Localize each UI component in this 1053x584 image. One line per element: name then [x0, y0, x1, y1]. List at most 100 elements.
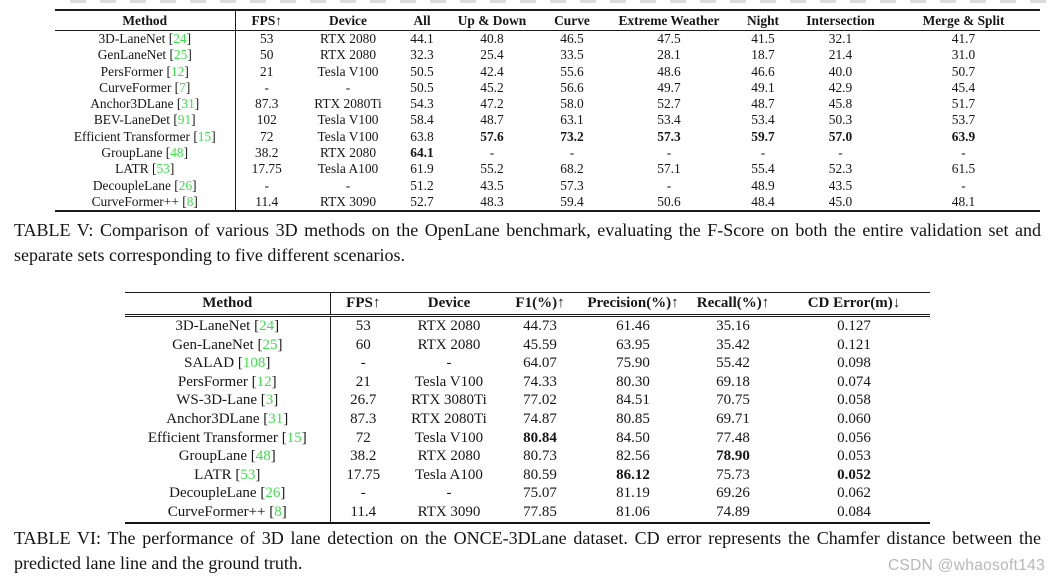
method-name: 3D-LaneNet — [175, 318, 251, 334]
table-row: 3D-LaneNet [24] 53 RTX 2080 44.73 61.46 35.16… — [125, 315, 930, 336]
column-header: Method — [125, 292, 331, 317]
table-cell: - — [446, 355, 452, 372]
method-name: LATR — [194, 466, 232, 483]
table-cell: 84.50 — [616, 429, 650, 446]
method-cell: PersFormer [12] — [125, 372, 331, 392]
table-cell: 56.6 — [560, 79, 584, 95]
table-cell: - — [345, 79, 351, 95]
table-cell: RTX 3090 — [396, 502, 502, 524]
citation-link[interactable]: 8 — [186, 193, 194, 209]
table-cell: 84.51 — [616, 392, 650, 409]
citation-link[interactable]: 48 — [170, 145, 184, 161]
table-cell: 46.6 — [751, 63, 775, 79]
citation-link[interactable]: 15 — [286, 429, 302, 446]
table-cell: 26.7 — [350, 392, 377, 409]
citation-link[interactable]: 31 — [181, 96, 195, 112]
table-cell: Tesla V100 — [414, 373, 484, 390]
citation-link[interactable]: 24 — [173, 31, 187, 46]
table-row: WS-3D-Lane [3] 26.7 RTX 3080Ti 77.02 84.51 70… — [125, 391, 930, 410]
table-cell: 11.4 — [235, 193, 298, 213]
table-cell: 32.1 — [828, 31, 853, 46]
citation-link[interactable]: 48 — [255, 448, 271, 465]
table-cell: 80.84 — [523, 429, 557, 446]
table-cell: 60 — [355, 336, 371, 353]
watermark-text: CSDN @whaosoft143 — [888, 557, 1045, 574]
table-cell: RTX 2080Ti — [411, 410, 487, 427]
table-cell: 0.056 — [837, 429, 871, 446]
table-cell: 77.85 — [502, 502, 578, 524]
citation-link[interactable]: 24 — [259, 318, 275, 334]
table-cell: 61.9 — [410, 161, 434, 177]
table-cell: 53 — [355, 318, 371, 334]
column-header: Curve — [538, 9, 606, 31]
citation-link[interactable]: 12 — [170, 63, 185, 79]
table-cell: RTX 2080 — [417, 336, 481, 353]
citation-link[interactable]: 108 — [242, 355, 266, 372]
table-cell: Tesla A100 — [415, 466, 483, 483]
table-cell: 0.060 — [837, 410, 871, 427]
table-cell: 44.1 — [410, 31, 434, 46]
citation-link[interactable]: 91 — [177, 112, 192, 128]
table-cell: - — [760, 145, 766, 161]
table-cell: 61.5 — [951, 161, 976, 177]
citation-link[interactable]: 25 — [173, 47, 188, 63]
method-cell: Anchor3DLane [31] — [55, 96, 236, 113]
table-cell: 47.2 — [480, 96, 504, 112]
citation-link[interactable]: 15 — [197, 128, 212, 144]
table-cell: 52.7 — [657, 96, 681, 112]
citation-link[interactable]: 7 — [179, 79, 186, 95]
table-row: Efficient Transformer [15] 72 Tesla V100 80… — [125, 428, 930, 448]
table-row: BEV-LaneDet [91] 102 Tesla V100 58.4 48.7 63.… — [55, 112, 1040, 129]
table-cell: 0.058 — [837, 392, 871, 409]
table-cell: 63.95 — [616, 336, 650, 353]
table6-caption: TABLE VI: The performance of 3D lane det… — [14, 528, 1041, 573]
table-cell: 45.4 — [951, 79, 976, 95]
table-cell: 63.9 — [951, 128, 976, 144]
table-cell: 50 — [260, 47, 274, 63]
citation-link[interactable]: 3 — [265, 392, 274, 409]
table-row: PersFormer [12] 21 Tesla V100 50.5 42.4 55.6 4… — [55, 63, 1040, 80]
table-cell: 54.3 — [410, 96, 434, 112]
citation-link[interactable]: 25 — [262, 336, 278, 353]
table-row: GenLaneNet [25] 50 RTX 2080 32.3 25.4 33.5 28.… — [55, 47, 1040, 64]
table-cell: 48.7 — [480, 112, 504, 128]
column-header: Night — [732, 9, 794, 31]
table-cell: 0.127 — [837, 318, 871, 334]
method-name: Efficient Transformer — [147, 429, 278, 446]
table-cell: 48.6 — [657, 63, 681, 79]
table-cell: 57.1 — [657, 161, 681, 177]
column-header: Intersection — [794, 9, 887, 31]
table-row: CurveFormer++ [8] 11.4 RTX 3090 52.7 48.3 59.… — [55, 193, 1040, 213]
table-row: LATR [53] 17.75 Tesla A100 61.9 55.2 68.2 57.1… — [55, 161, 1040, 178]
table-cell: Tesla A100 — [317, 161, 379, 177]
citation-link[interactable]: 8 — [274, 503, 282, 520]
table-cell: 0.062 — [837, 485, 871, 502]
table-cell: 74.33 — [523, 373, 557, 390]
citation-link[interactable]: 53 — [240, 466, 256, 483]
table-cell: 70.75 — [716, 392, 750, 409]
table-cell: 48.3 — [446, 193, 538, 213]
citation-link[interactable]: 31 — [268, 410, 284, 427]
citation-link[interactable]: 53 — [156, 161, 170, 177]
method-name: LATR — [115, 161, 149, 177]
table-cell: 80.73 — [523, 448, 557, 465]
citation-link[interactable]: 26 — [178, 177, 193, 193]
table-cell: - — [666, 177, 672, 193]
table-cell: 78.90 — [716, 448, 750, 465]
citation-link[interactable]: 26 — [265, 485, 281, 502]
table-cell: 52.7 — [398, 193, 446, 213]
table-cell: RTX 2080 — [417, 448, 481, 465]
table-cell: 55.2 — [480, 161, 504, 177]
table-cell: - — [489, 145, 495, 161]
citation-link[interactable]: 12 — [256, 373, 272, 390]
table-row: GroupLane [48] 38.2 RTX 2080 64.1 - - - - - - — [55, 145, 1040, 162]
method-cell: Anchor3DLane [31] — [125, 409, 331, 429]
table-cell: 55.6 — [560, 63, 584, 79]
table-cell: 69.18 — [716, 373, 750, 390]
table-cell: RTX 2080 — [319, 31, 377, 46]
table-cell: - — [264, 177, 269, 193]
header-row: Method FPS↑ Device F1(%)↑ Precision(%)↑ Recal… — [125, 292, 930, 317]
table-cell: 0.053 — [837, 448, 871, 465]
table-cell: 48.7 — [751, 96, 775, 112]
